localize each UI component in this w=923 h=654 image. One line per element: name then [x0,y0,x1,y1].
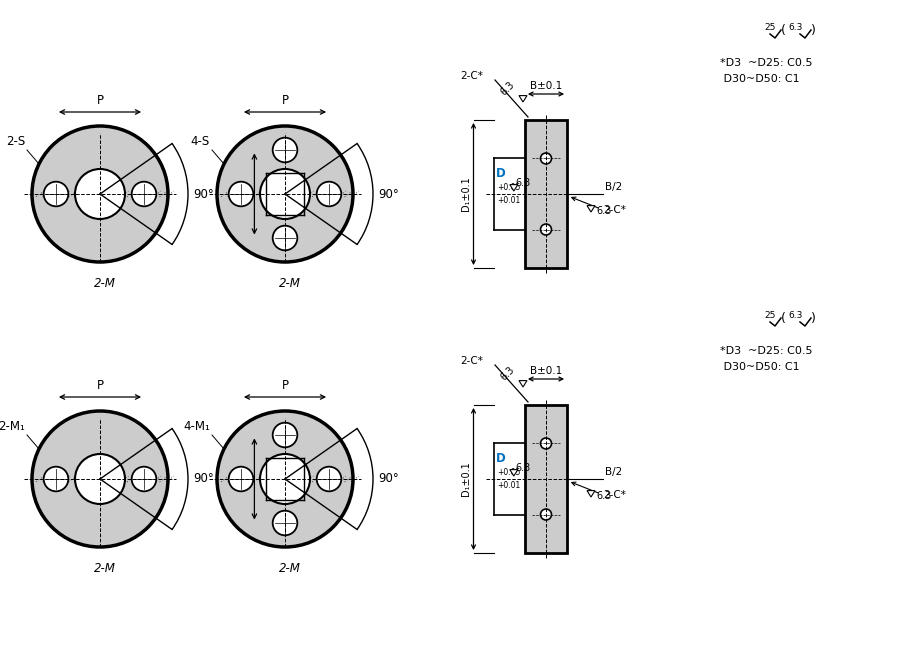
Text: +0.05: +0.05 [497,468,521,477]
Circle shape [317,467,342,491]
Text: 90°: 90° [193,188,214,201]
Text: 2-M: 2-M [279,562,301,575]
Circle shape [317,182,342,206]
Text: +0.01: +0.01 [497,196,521,205]
Circle shape [217,126,353,262]
Circle shape [132,182,156,206]
Text: B±0.1: B±0.1 [530,366,562,376]
Text: +0.05: +0.05 [497,183,521,192]
Text: 90°: 90° [378,472,399,485]
Circle shape [541,509,552,520]
Text: 6.3: 6.3 [596,491,611,501]
Text: 2-M: 2-M [94,562,116,575]
Bar [525,120,567,268]
Text: B/2: B/2 [605,182,622,192]
Text: P: P [282,379,289,392]
Text: P: P [244,188,250,201]
Circle shape [75,169,125,219]
Text: P: P [97,379,103,392]
Circle shape [43,467,68,491]
Text: 6.3: 6.3 [596,206,611,216]
Text: 6.3: 6.3 [499,79,517,97]
Text: ): ) [811,24,816,37]
Text: 6.3: 6.3 [499,364,517,382]
Text: 2-M: 2-M [94,277,116,290]
Polygon shape [519,95,527,102]
Bar [525,405,567,553]
Text: 25: 25 [764,311,775,320]
Text: D: D [496,167,505,180]
Circle shape [260,169,310,219]
Text: ): ) [811,312,816,325]
Text: P: P [97,94,103,107]
Circle shape [272,138,297,162]
Text: *D3  ~D25: C0.5: *D3 ~D25: C0.5 [720,58,812,68]
Circle shape [541,224,552,235]
Text: B/2: B/2 [605,467,622,477]
Circle shape [272,422,297,447]
Text: (: ( [781,312,785,325]
Text: D30~D50: C1: D30~D50: C1 [720,74,799,84]
Text: (: ( [781,24,785,37]
Circle shape [541,438,552,449]
Text: 2-C*: 2-C* [461,356,483,366]
Circle shape [32,126,168,262]
Polygon shape [587,205,595,212]
Text: 2-S: 2-S [6,135,25,148]
Text: 2-C*: 2-C* [603,205,626,215]
Text: 4-M₁: 4-M₁ [183,420,210,433]
Text: 6.3: 6.3 [788,311,802,320]
Polygon shape [519,381,527,387]
Text: 90°: 90° [193,472,214,485]
Text: 2-M₁: 2-M₁ [0,420,25,433]
Circle shape [217,411,353,547]
Text: B±0.1: B±0.1 [530,81,562,91]
Circle shape [229,182,253,206]
Text: P: P [282,94,289,107]
Text: P: P [244,472,250,485]
Text: 6.3: 6.3 [516,178,531,188]
Text: +0.01: +0.01 [497,481,521,490]
Text: 6.3: 6.3 [788,23,802,32]
Circle shape [75,454,125,504]
Circle shape [272,511,297,536]
Text: 2-C*: 2-C* [603,490,626,500]
Circle shape [132,467,156,491]
Text: D: D [496,452,505,465]
Circle shape [32,411,168,547]
Text: D₁±0.1: D₁±0.1 [461,177,471,211]
Polygon shape [509,184,518,191]
Text: 4-S: 4-S [191,135,210,148]
Circle shape [260,454,310,504]
Text: 25: 25 [764,23,775,32]
Circle shape [43,182,68,206]
Text: *D3  ~D25: C0.5: *D3 ~D25: C0.5 [720,346,812,356]
Text: 6.3: 6.3 [516,463,531,473]
Polygon shape [587,490,595,497]
Text: D30~D50: C1: D30~D50: C1 [720,362,799,372]
Text: 2-M: 2-M [279,277,301,290]
Polygon shape [509,470,518,476]
Text: 90°: 90° [378,188,399,201]
Text: 2-C*: 2-C* [461,71,483,81]
Circle shape [272,226,297,250]
Circle shape [541,153,552,164]
Circle shape [229,467,253,491]
Text: D₁±0.1: D₁±0.1 [461,462,471,496]
